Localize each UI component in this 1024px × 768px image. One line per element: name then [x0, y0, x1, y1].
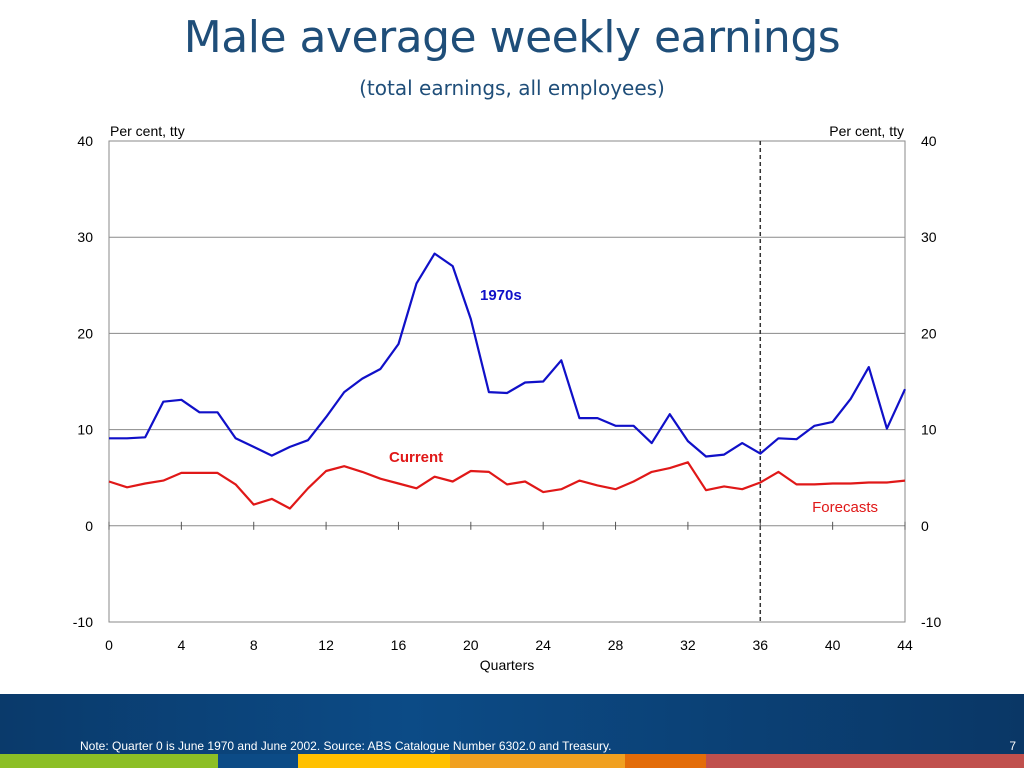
slide-title: Male average weekly earnings	[183, 12, 841, 63]
x-tick-label: 44	[897, 637, 913, 653]
footer-strip-segment	[298, 754, 450, 768]
x-tick-label: 16	[391, 637, 407, 653]
y-tick-label-right: 20	[921, 325, 937, 341]
plot-frame	[108, 140, 906, 623]
y-tick-label-right: -10	[921, 614, 941, 630]
footer-bar	[0, 694, 1024, 754]
y-tick-label-left: 20	[77, 325, 93, 341]
x-tick-label: 4	[177, 637, 185, 653]
line-chart: -10 -10 0 0 10 10 20 20 30 30 40 40 0 4 8 12 16 20 24 28 32 3…	[73, 123, 942, 673]
annotation-forecasts: Forecasts	[812, 499, 878, 516]
annotation-1970s: 1970s	[480, 287, 522, 304]
y-tick-label-left: -10	[73, 614, 93, 630]
footer-strip-segment	[0, 754, 218, 768]
annotation-current: Current	[389, 449, 443, 466]
series-line-current	[108, 461, 906, 510]
y-tick-label-right: 0	[921, 518, 929, 534]
footer-strip-segment	[625, 754, 706, 768]
x-tick-label: 40	[825, 637, 841, 653]
y-axis-label-right: Per cent, tty	[829, 123, 904, 139]
y-tick-label-left: 10	[77, 422, 93, 438]
x-tick-label: 28	[608, 637, 624, 653]
footer-strip-segment	[450, 754, 625, 768]
y-tick-label-right: 30	[921, 229, 937, 245]
series-line-1970s	[109, 252, 906, 458]
x-axis-label: Quarters	[480, 657, 534, 673]
footer-color-strip	[0, 754, 1024, 768]
y-tick-label-right: 40	[921, 133, 937, 149]
x-tick-label: 24	[535, 637, 551, 653]
footnote: Note: Quarter 0 is June 1970 and June 20…	[80, 739, 612, 753]
footer-strip-segment	[218, 754, 298, 768]
slide-subtitle: (total earnings, all employees)	[359, 76, 665, 100]
x-tick-label: 32	[680, 637, 696, 653]
x-tick-label: 36	[752, 637, 768, 653]
y-axis-label-left: Per cent, tty	[110, 123, 185, 139]
y-tick-label-left: 30	[77, 229, 93, 245]
x-tick-label: 8	[250, 637, 258, 653]
y-tick-label-left: 0	[85, 518, 93, 534]
x-tick-label: 0	[105, 637, 113, 653]
y-tick-label-right: 10	[921, 422, 937, 438]
footer-strip-segment	[706, 754, 1024, 768]
x-tick-label: 12	[318, 637, 334, 653]
x-tick-label: 20	[463, 637, 479, 653]
y-tick-label-left: 40	[77, 133, 93, 149]
page-number: 7	[1009, 739, 1016, 753]
